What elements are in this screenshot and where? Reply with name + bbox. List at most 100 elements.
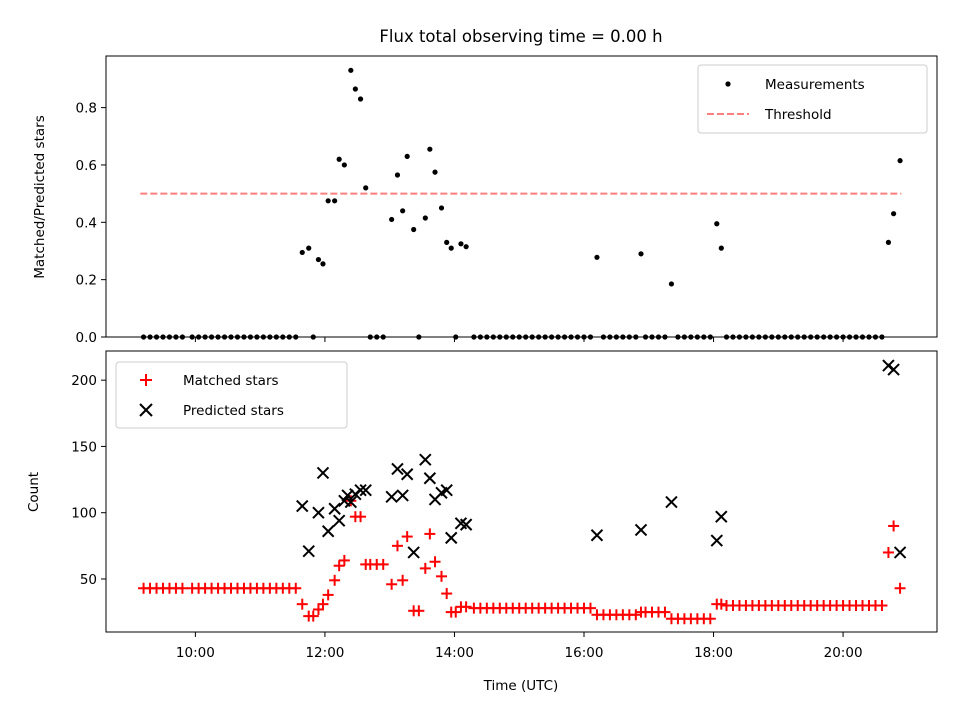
matched-star-point xyxy=(290,582,302,594)
matched-star-point xyxy=(460,601,472,613)
matched-star-point xyxy=(424,528,436,540)
matched-star-point xyxy=(659,606,671,618)
predicted-star-point xyxy=(391,462,404,476)
legend-matched-marker xyxy=(140,374,152,386)
predicted-star-point xyxy=(359,483,372,497)
matched-star-point xyxy=(317,598,329,610)
x-tick-label: 14:00 xyxy=(435,645,474,661)
measurement-point xyxy=(463,244,469,250)
measurement-point xyxy=(594,254,600,260)
matched-star-point xyxy=(419,562,431,574)
predicted-star-point xyxy=(887,363,900,376)
top-panel-frame xyxy=(105,55,938,338)
predicted-star-point xyxy=(590,529,604,542)
bottom-legend: Matched stars Predicted stars xyxy=(115,361,348,429)
top-panel-x-ticks xyxy=(194,337,844,342)
matched-star-point xyxy=(429,556,441,568)
measurement-point xyxy=(400,208,406,214)
measurement-point xyxy=(427,146,433,152)
matched-star-point xyxy=(584,602,596,614)
predicted-star-point xyxy=(296,499,309,513)
matched-star-point xyxy=(888,520,900,532)
matched-star-point xyxy=(386,578,398,590)
y-tick-label: 0.4 xyxy=(76,215,97,231)
predicted-star-point xyxy=(419,453,432,466)
matched-star-point xyxy=(391,540,403,552)
predicted-star-point xyxy=(715,510,728,523)
predicted-star-point xyxy=(407,546,420,559)
y-tick-label: 150 xyxy=(71,439,97,455)
measurement-point xyxy=(320,261,326,267)
measurement-point xyxy=(325,198,331,204)
measurement-point xyxy=(897,158,903,164)
measurement-point xyxy=(438,205,445,211)
predicted-star-point xyxy=(302,544,315,558)
measurement-point xyxy=(357,96,364,102)
measurement-point xyxy=(306,245,312,251)
matched-star-point xyxy=(397,574,409,586)
matched-star-point xyxy=(715,598,727,610)
chart-title: Flux total observing time = 0.00 h xyxy=(379,27,662,46)
measurement-point xyxy=(885,239,892,245)
predicted-star-point xyxy=(332,514,346,527)
measurement-point xyxy=(891,211,897,217)
predicted-star-point xyxy=(321,525,335,538)
matched-star-point xyxy=(704,613,716,625)
y-tick-label: 0.6 xyxy=(76,158,97,174)
predicted-star-point xyxy=(893,546,907,559)
matched-star-point xyxy=(450,606,462,618)
matched-star-point xyxy=(333,560,345,572)
measurement-point xyxy=(336,156,342,162)
measurement-point xyxy=(332,198,338,204)
matched-star-point xyxy=(329,574,341,586)
bottom-legend-box xyxy=(115,361,348,429)
x-tick-label: 20:00 xyxy=(824,645,863,661)
y-tick-label: 0.8 xyxy=(76,101,97,117)
measurement-point xyxy=(352,86,358,92)
predicted-star-point xyxy=(354,483,367,497)
matched-star-point xyxy=(322,589,334,601)
legend-threshold-label: Threshold xyxy=(764,107,832,123)
predicted-star-point xyxy=(396,489,409,502)
measurement-point xyxy=(432,169,438,175)
matched-star-point xyxy=(307,610,319,622)
legend-measurements-marker xyxy=(725,81,731,87)
bottom-panel-x-ticks: 10:00 12:00 14:00 16:00 18:00 20:00 xyxy=(176,632,863,661)
predicted-star-point xyxy=(423,472,437,485)
measurement-point xyxy=(341,162,347,168)
measurement-point xyxy=(444,239,450,245)
legend-predicted-marker xyxy=(139,403,153,417)
y-tick-label: 200 xyxy=(71,373,97,389)
predicted-star-point xyxy=(312,506,325,519)
measurement-point xyxy=(315,256,322,263)
predicted-star-point xyxy=(665,495,678,509)
matched-star-point xyxy=(176,582,188,594)
predicted-star-point xyxy=(710,534,723,547)
predicted-star-point xyxy=(385,490,398,504)
matched-star-point xyxy=(441,588,453,600)
matched-star-point xyxy=(338,554,350,566)
legend-measurements-label: Measurements xyxy=(765,77,865,93)
measurement-point xyxy=(714,221,720,227)
predicted-star-point xyxy=(445,531,458,545)
y-tick-label: 0.0 xyxy=(76,330,97,346)
matched-star-point xyxy=(296,598,308,610)
matched-star-point xyxy=(876,599,888,611)
x-tick-label: 18:00 xyxy=(694,645,733,661)
bottom-panel-frame xyxy=(105,350,938,633)
matched-star-point xyxy=(355,511,367,523)
measurement-point xyxy=(389,216,395,223)
measurement-point xyxy=(668,281,675,287)
predicted-star-point xyxy=(344,495,358,509)
bottom-panel-plot-area xyxy=(138,359,907,625)
matched-star-point xyxy=(401,531,413,543)
y-tick-label: 100 xyxy=(71,506,97,522)
measurement-point xyxy=(394,172,401,178)
bottom-panel-y-label: Count xyxy=(26,472,42,512)
top-panel-y-ticks: 0.0 0.2 0.4 0.6 0.8 xyxy=(76,101,106,346)
predicted-star-point xyxy=(459,518,473,531)
legend-predicted-label: Predicted stars xyxy=(183,403,284,419)
measurement-point xyxy=(448,245,454,251)
matched-star-point xyxy=(882,546,894,558)
measurement-point xyxy=(363,185,369,191)
